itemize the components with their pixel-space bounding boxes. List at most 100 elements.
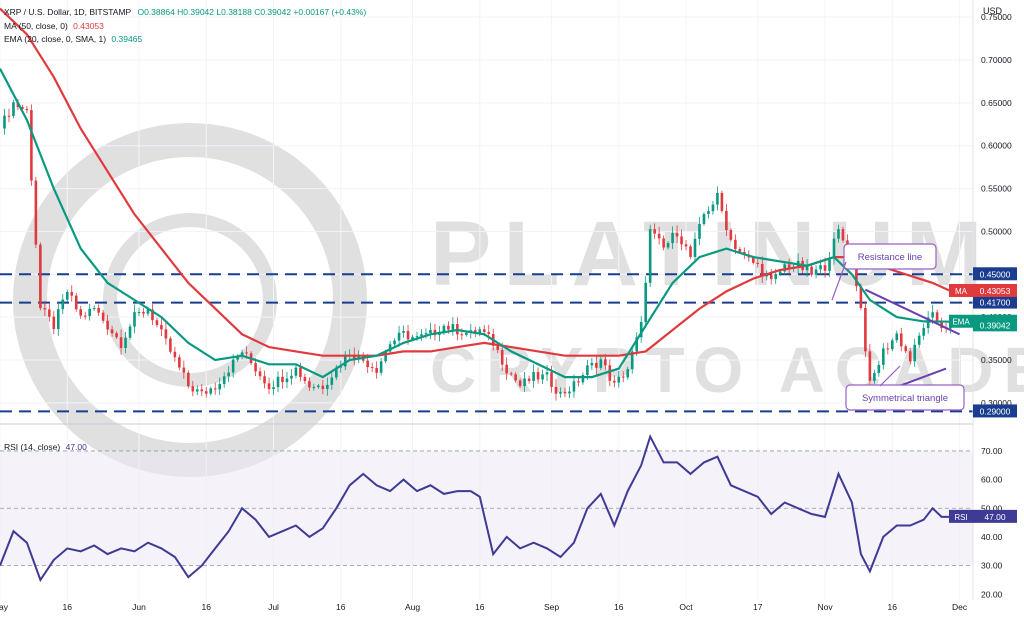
candle-body <box>608 365 612 381</box>
price-tick-label: 0.30000 <box>981 398 1012 408</box>
ema-value: 0.39465 <box>111 34 143 44</box>
candle-body <box>895 333 899 341</box>
candle-body <box>810 266 813 275</box>
candle-body <box>339 366 343 368</box>
price-tag-value: 0.39042 <box>980 320 1011 330</box>
candle-body <box>334 367 338 378</box>
candle-body <box>787 264 791 269</box>
candle-body <box>218 383 222 390</box>
candle-body <box>536 372 540 380</box>
candle-body <box>805 266 809 271</box>
rsi-tag-box <box>973 509 1017 523</box>
candle-body <box>258 371 262 377</box>
rsi-band <box>0 450 973 566</box>
candle-body <box>509 373 513 375</box>
rsi-tick-label: 20.00 <box>981 589 1003 599</box>
candle-body <box>366 360 369 368</box>
candle-body <box>79 309 83 316</box>
candle-body <box>222 376 226 384</box>
candle-body <box>882 348 885 365</box>
candle-body <box>330 377 334 385</box>
candle-body <box>541 374 544 380</box>
candle-body <box>7 115 11 117</box>
candle-body <box>303 376 307 382</box>
candle-body <box>308 381 311 388</box>
ohlc-values: O0.38864 H0.39042 L0.38188 C0.39042 +0.0… <box>137 7 367 17</box>
candle-body <box>877 364 881 373</box>
candle-body <box>496 345 500 350</box>
price-tick-label: 0.70000 <box>981 55 1012 65</box>
ema-legend: EMA (20, close, 0, SMA, 1) 0.39465 <box>4 34 142 44</box>
candle-body <box>119 337 123 348</box>
candle-body <box>312 387 316 389</box>
candle-body <box>864 307 867 352</box>
candle-body <box>56 309 60 330</box>
candle-body <box>169 338 172 352</box>
candle-body <box>3 115 6 129</box>
candle-body <box>662 238 665 248</box>
time-tick-label: 16 <box>475 602 485 612</box>
candle-body <box>653 229 656 234</box>
candle-body <box>25 109 29 111</box>
candle-body <box>451 324 455 330</box>
candle-body <box>12 102 15 116</box>
candle-body <box>39 244 42 309</box>
symbol-title: XRP / U.S. Dollar, 1D, BITSTAMP <box>4 7 132 17</box>
candle-body <box>236 356 239 360</box>
candle-body <box>738 249 742 252</box>
candle-body <box>563 391 567 394</box>
ema20-line <box>0 68 951 379</box>
candle-body <box>48 309 51 317</box>
candle-body <box>263 376 266 384</box>
time-tick-label: 16 <box>888 602 898 612</box>
candle-body <box>684 244 688 247</box>
candle-body <box>83 315 87 317</box>
candle-body <box>568 391 571 394</box>
price-tick-label: 0.65000 <box>981 98 1012 108</box>
candle-body <box>433 329 437 336</box>
candle-body <box>397 332 401 341</box>
candle-body <box>182 367 186 373</box>
candle-body <box>765 274 769 277</box>
candle-body <box>581 374 585 383</box>
indicator-lines <box>0 7 973 583</box>
ma-label: MA (50, close, 0) <box>4 21 68 31</box>
time-tick-label: 16 <box>63 602 73 612</box>
candle-body <box>635 337 639 352</box>
candle-body <box>187 372 190 387</box>
candle-body <box>406 331 410 340</box>
candle-body <box>424 333 428 335</box>
candle-body <box>61 299 65 310</box>
candle-body <box>729 230 733 240</box>
candle-body <box>890 340 894 350</box>
time-tick-label: 16 <box>202 602 212 612</box>
candle-body <box>267 383 271 390</box>
candle-body <box>917 335 921 345</box>
candle-body <box>559 391 562 394</box>
candle-body <box>527 378 531 382</box>
candle-body <box>442 325 446 334</box>
resistance-callout-box <box>843 243 937 270</box>
candle-body <box>146 309 150 314</box>
ma-legend: MA (50, close, 0) 0.43053 <box>4 21 104 31</box>
rsi-tick-label: 70.00 <box>981 446 1003 456</box>
candle-body <box>178 357 181 368</box>
price-tag-name-box <box>949 314 973 328</box>
candle-body <box>545 372 549 375</box>
candle-body <box>195 389 199 392</box>
annotations: Resistance line Symmetrical triangle <box>831 243 965 411</box>
candle-body <box>478 329 482 334</box>
candle-body <box>859 286 863 308</box>
candle-body <box>200 389 204 392</box>
candle-body <box>523 378 526 387</box>
candle-body <box>841 229 845 241</box>
candle-body <box>756 262 760 264</box>
candle-body <box>294 367 298 376</box>
candle-body <box>671 232 674 244</box>
candle-body <box>751 257 755 263</box>
time-tick-label: Dec <box>952 602 968 612</box>
candle-body <box>926 317 930 329</box>
price-tag-box <box>973 318 1017 332</box>
candle-body <box>648 229 652 283</box>
candle-body <box>666 243 670 248</box>
